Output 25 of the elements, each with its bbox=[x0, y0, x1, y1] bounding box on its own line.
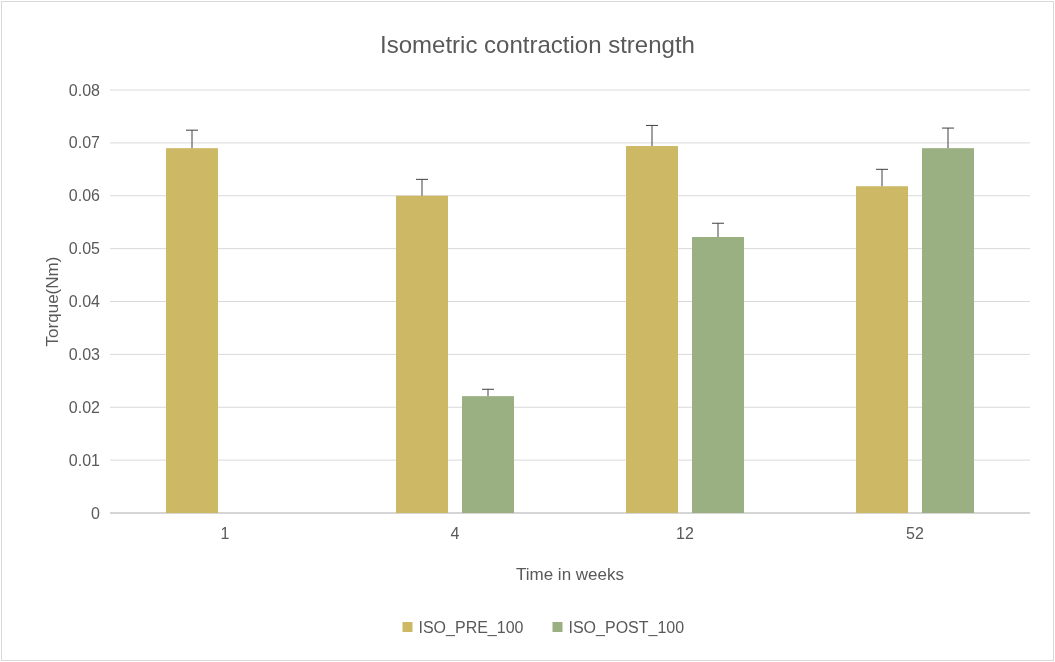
y-tick-label: 0.06 bbox=[68, 187, 101, 205]
x-tick-label: 12 bbox=[676, 525, 694, 542]
y-tick-label: 0.01 bbox=[68, 451, 101, 469]
bar bbox=[396, 195, 448, 513]
bar bbox=[166, 148, 218, 513]
y-tick-label: 0.08 bbox=[68, 81, 101, 99]
bar bbox=[626, 146, 678, 513]
x-tick-label: 52 bbox=[906, 525, 924, 542]
y-axis-title: Torque(Nm) bbox=[43, 256, 62, 347]
legend-label: ISO_PRE_100 bbox=[418, 619, 524, 637]
legend-label: ISO_POST_100 bbox=[568, 619, 685, 637]
y-tick-label: 0.04 bbox=[68, 293, 101, 311]
y-tick-label: 0.03 bbox=[68, 345, 101, 363]
y-tick-label: 0.07 bbox=[68, 134, 101, 152]
y-tick-label: 0 bbox=[91, 504, 101, 522]
bar bbox=[692, 236, 744, 513]
x-tick-label: 4 bbox=[450, 525, 460, 542]
y-tick-label: 0.05 bbox=[68, 240, 101, 258]
x-axis-title: Time in weeks bbox=[515, 565, 625, 584]
y-tick-label: 0.02 bbox=[68, 398, 101, 416]
x-tick-label: 1 bbox=[220, 525, 230, 542]
bar bbox=[922, 148, 974, 513]
bar bbox=[462, 396, 514, 513]
bar bbox=[856, 186, 908, 513]
chart-title: Isometric contraction strength bbox=[380, 31, 695, 58]
